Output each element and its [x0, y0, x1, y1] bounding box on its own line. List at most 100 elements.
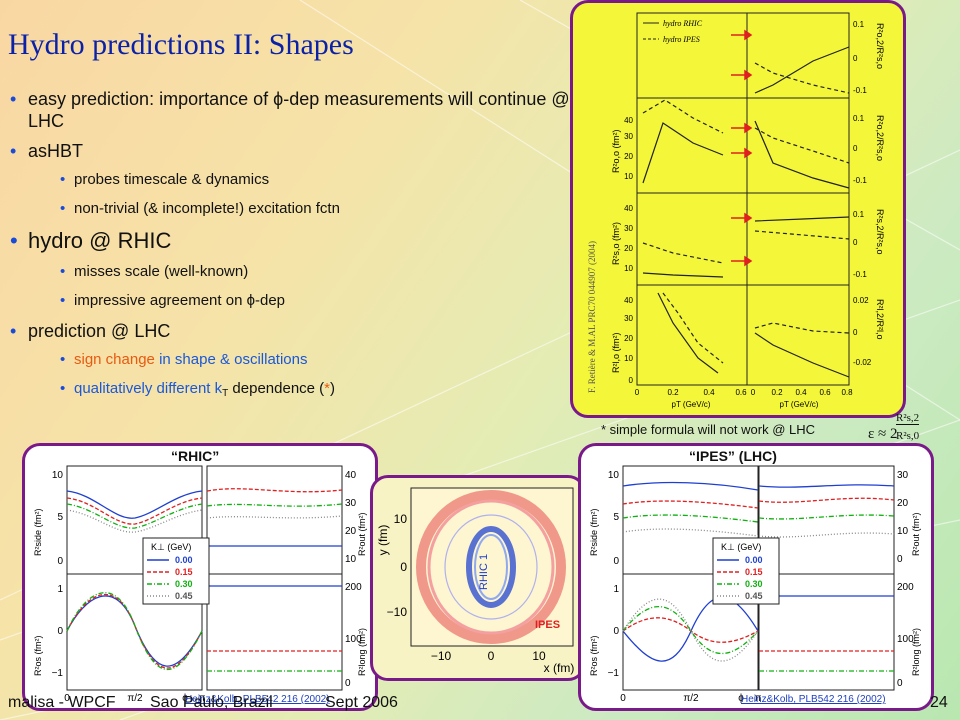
tick-label: 0	[751, 388, 756, 397]
bullet-text: probes timescale & dynamics	[74, 171, 270, 188]
bullet-icon: •	[60, 263, 66, 280]
y-axis-label: R²side (fm²)	[33, 509, 43, 557]
tick-label: 0.1	[853, 210, 865, 219]
slide-title: Hydro predictions II: Shapes	[8, 28, 354, 61]
legend-entry: 0.00	[745, 555, 763, 565]
rhic-chart: K⊥ (GeV) 0.00 0.15 0.30 0.45 10 5 0 1 0 …	[33, 465, 367, 704]
x-axis-label: x (fm)	[544, 661, 575, 675]
sub-bullet-item: • probes timescale & dynamics	[60, 170, 570, 189]
bullet-icon: •	[60, 171, 66, 188]
bullet-icon: •	[60, 380, 66, 397]
bullet-text: hydro @ RHIC	[28, 228, 172, 253]
tick-label: π/2	[683, 693, 699, 704]
tick-label: 40	[624, 296, 633, 305]
tick-label: 40	[345, 470, 357, 481]
qual-text: qualitatively different k	[74, 380, 223, 397]
ipes-reference[interactable]: Heinz&Kolb, PLB542 216 (2002)	[741, 694, 886, 705]
dep-text: dependence (	[228, 380, 325, 397]
formula-eps: ε ≈ 2	[868, 426, 898, 442]
x-axis-label: ϕ	[738, 693, 744, 704]
rhic-panel: “RHIC” K⊥ (GeV) 0.00	[22, 443, 378, 711]
tick-label: 30	[624, 132, 633, 141]
legend-title: K⊥ (GeV)	[721, 542, 761, 552]
bullet-text: easy prediction: importance of ϕ-dep mea…	[28, 89, 570, 131]
tick-label: 200	[345, 582, 362, 593]
bullet-text: prediction @ LHC	[28, 321, 171, 341]
formula-den: R²s,0	[896, 430, 920, 442]
legend-entry: 0.15	[175, 567, 193, 577]
tick-label: 0	[488, 649, 495, 663]
y-axis-label: R²os (fm²)	[589, 636, 599, 677]
y-axis-label: R²s,o (fm²)	[611, 222, 621, 265]
arrow-icons	[731, 29, 753, 267]
legend-rhic: hydro RHIC	[663, 19, 703, 28]
tick-label: 10	[897, 526, 909, 537]
legend-entry: 0.45	[745, 591, 763, 601]
x-axis-label: ϕ	[182, 693, 188, 704]
sub-bullet-item: • qualitatively different kT dependence (…	[60, 379, 570, 403]
legend-entry: 0.15	[745, 567, 763, 577]
y-axis-label: y (fm)	[376, 525, 390, 556]
tick-label: 30	[624, 314, 633, 323]
legend-title: K⊥ (GeV)	[151, 542, 191, 552]
legend-entry: 0.45	[175, 591, 193, 601]
tick-label: 20	[624, 244, 633, 253]
tick-label: 0	[853, 238, 858, 247]
tick-label: 0	[64, 693, 70, 704]
tick-label: 10	[608, 470, 620, 481]
ipes-chart: K⊥ (GeV) 0.00 0.15 0.30 0.45 10 5 0 1 0 …	[589, 465, 921, 704]
sub-bullet-item: • non-trivial (& incomplete!) excitation …	[60, 199, 570, 218]
y-axis-label: R²o,2/R²s,o	[875, 115, 885, 161]
tick-label: 0.1	[853, 114, 865, 123]
tick-label: 0.1	[853, 20, 865, 29]
tick-label: 0	[853, 54, 858, 63]
tick-label: 0.4	[795, 388, 807, 397]
tick-label: 30	[897, 470, 909, 481]
tick-label: 10	[345, 554, 357, 565]
label-ipes: IPES	[535, 619, 560, 631]
tick-label: 30	[624, 224, 633, 233]
sub-bullet-item: • impressive agreement on ϕ-dep	[60, 291, 570, 310]
bullet-item: • hydro @ RHIC	[10, 228, 570, 254]
ipes-caption: “IPES” (LHC)	[689, 448, 777, 464]
tick-label: 10	[624, 354, 633, 363]
shape-text: in shape & oscillations	[154, 351, 308, 368]
legend-entry: 0.30	[745, 579, 763, 589]
tick-label: 0	[613, 626, 619, 637]
tick-label: 40	[624, 116, 633, 125]
figure-credit: F. Retière & M.AL PRC70 044907 (2004)	[587, 241, 597, 393]
tick-label: 0	[57, 626, 63, 637]
y-axis-label: R²l,2/R²l,o	[875, 299, 885, 340]
tick-label: 20	[897, 498, 909, 509]
y-axis-label: R²o,2/R²s,o	[875, 23, 885, 69]
tick-label: 0.8	[841, 388, 853, 397]
formula-num: R²s,2	[896, 412, 920, 425]
tick-label: 0	[853, 328, 858, 337]
bullet-list: • easy prediction: importance of ϕ-dep me…	[10, 88, 570, 413]
tick-label: 10	[532, 649, 546, 663]
tick-label: 5	[57, 512, 63, 523]
tick-label: 1	[57, 584, 63, 595]
y-axis-label: R²side (fm²)	[589, 509, 599, 557]
source-panel: RHIC 1 IPES 10 0 −10 −10 0 10 x (fm) y (…	[370, 475, 586, 681]
rhic-reference[interactable]: Heinz&Kolb, PLB542 216 (2002)	[185, 694, 330, 705]
tick-label: -0.02	[853, 358, 872, 367]
top-figure-panel: hydro RHIC hydro IPES	[570, 0, 906, 418]
tick-label: 0	[853, 144, 858, 153]
footer-author: malisa - WPCF	[8, 694, 116, 711]
tick-label: 10	[624, 172, 633, 181]
bullet-text: impressive agreement on ϕ-dep	[74, 292, 286, 309]
sign-change-text: sign change	[74, 351, 155, 368]
y-axis-label: R²l,o (fm²)	[611, 333, 621, 374]
footnote: * simple formula will not work @ LHC	[601, 422, 816, 437]
legend-box	[142, 537, 210, 605]
tick-label: 20	[624, 152, 633, 161]
tick-label: 5	[613, 512, 619, 523]
tick-label: 20	[345, 526, 357, 537]
tick-label: 0.2	[771, 388, 783, 397]
y-axis-label: R²long (fm²)	[357, 628, 367, 676]
tick-label: π	[755, 693, 762, 704]
tick-label: 10	[394, 512, 408, 526]
tick-label: 0	[613, 556, 619, 567]
tick-label: 10	[52, 470, 64, 481]
